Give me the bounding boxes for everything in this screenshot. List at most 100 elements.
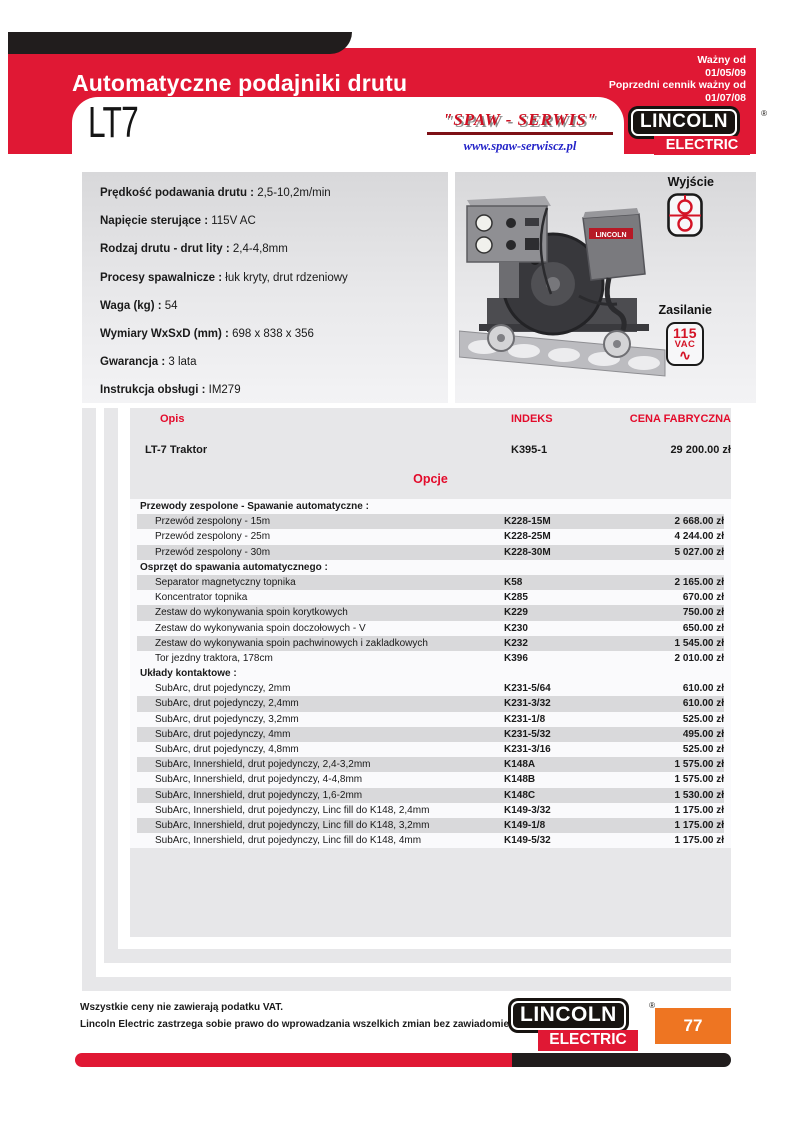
row-price: 610.00 zł: [682, 698, 724, 710]
prev-price-list-label: Poprzedni cennik ważny od: [608, 79, 746, 91]
row-desc: SubArc, drut pojedynczy, 2mm: [155, 683, 291, 695]
row-index: K231-3/16: [504, 744, 551, 755]
row-price: 2 165.00 zł: [674, 576, 724, 588]
row-index: K231-5/64: [504, 683, 551, 695]
spec-value: 698 x 838 x 356: [232, 327, 314, 340]
power-unit: VAC: [674, 339, 696, 350]
brand-name: LINCOLN: [511, 1001, 626, 1030]
table-row: SubArc, drut pojedynczy, 2,4mm K231-3/32 6…: [137, 696, 724, 712]
spec-row: Procesy spawalnicze : łuk kryty, drut rd…: [100, 272, 448, 284]
table-row: SubArc, Innershield, drut pojedynczy, Li…: [137, 833, 724, 848]
page-title: Automatyczne podajniki drutu: [72, 70, 408, 96]
row-desc: SubArc, drut pojedynczy, 4,8mm: [155, 744, 299, 755]
row-price: 1 175.00 zł: [674, 835, 724, 847]
prev-price-list-date: 01/07/08: [705, 91, 746, 104]
row-desc: SubArc, Innershield, drut pojedynczy, Li…: [155, 835, 422, 847]
spec-value: 2,5-10,2m/min: [257, 187, 331, 199]
spec-value: 115V AC: [211, 215, 256, 228]
row-price: 4 244.00 zł: [674, 531, 724, 543]
table-row: SubArc, Innershield, drut pojedynczy, 2,…: [137, 757, 724, 773]
spec-value: IM279: [208, 384, 241, 397]
row-price: 1 575.00 zł: [674, 759, 724, 771]
spec-value: łuk kryty, drut rdzeniowy: [225, 271, 348, 284]
table-header-row: Opis INDEKS CENA FABRYCZNA: [130, 413, 731, 425]
row-index: K228-25M: [504, 531, 551, 543]
dealer-logo: "SPAW - SERWIS" www.spaw-serwiscz.pl: [425, 110, 615, 154]
main-product-row: LT-7 Traktor K395-1 29 200.00 zł: [130, 444, 731, 456]
spec-label: Procesy spawalnicze :: [100, 271, 226, 284]
row-price: 2 010.00 zł: [674, 652, 724, 664]
table-section-title: Osprzęt do spawania automatycznego :: [140, 561, 328, 573]
row-price: 610.00 zł: [682, 683, 724, 695]
row-index: K149-5/32: [504, 835, 551, 847]
dealer-name: "SPAW - SERWIS": [442, 110, 598, 129]
footer-notes: Wszystkie ceny nie zawierają podatku VAT…: [80, 999, 526, 1033]
table-section-title: Przewody zespolone - Spawanie automatycz…: [140, 501, 369, 512]
table-row: Zestaw do wykonywania spoin doczołowych …: [137, 621, 724, 636]
table-row: SubArc, Innershield, drut pojedynczy, 1,…: [137, 787, 724, 803]
spec-label: Napięcie sterujące :: [100, 215, 212, 228]
row-price: 1 175.00 zł: [674, 819, 724, 831]
row-index: K232: [504, 637, 528, 649]
header-banner: Automatyczne podajniki drutu Ważny od 01…: [8, 48, 756, 154]
row-price: 1 545.00 zł: [674, 637, 724, 649]
row-price: 750.00 zł: [682, 607, 724, 619]
column-header-index: INDEKS: [511, 413, 553, 425]
hopper-brand-plate: LINCOLN: [595, 232, 626, 239]
power-rating-icon: 115 VAC ∿: [666, 322, 704, 366]
row-index: K58: [504, 576, 523, 588]
row-price: 670.00 zł: [682, 592, 724, 604]
row-desc: SubArc, drut pojedynczy, 4mm: [155, 728, 291, 740]
row-price: 1 575.00 zł: [674, 774, 724, 786]
price-table: Opis INDEKS CENA FABRYCZNA LT-7 Traktor …: [130, 408, 731, 937]
row-desc: SubArc, Innershield, drut pojedynczy, 4-…: [155, 774, 363, 786]
row-index: K148B: [504, 774, 536, 786]
row-desc: SubArc, Innershield, drut pojedynczy, 1,…: [155, 789, 363, 801]
row-index: K148A: [504, 759, 536, 771]
table-row: Tor jezdny traktora, 178cm K396 2 010.00 z…: [137, 651, 724, 666]
row-index: K229: [504, 607, 528, 619]
brand-logo-top: LINCOLN: [508, 998, 629, 1033]
page-stack-frame-inner: [104, 408, 731, 963]
table-section-title: Układy kontaktowe :: [140, 668, 237, 680]
table-row: SubArc, Innershield, drut pojedynczy, Li…: [137, 803, 724, 818]
brand-logo-header: LINCOLN ® ELECTRIC: [628, 106, 767, 155]
table-row: SubArc, drut pojedynczy, 4,8mm K231-3/16 5…: [137, 742, 724, 757]
spec-row: Waga (kg) : 54: [100, 300, 448, 312]
options-heading: Opcje: [413, 472, 448, 486]
bottom-bar-black: [505, 1053, 731, 1067]
spec-value: 2,4-4,8mm: [232, 243, 288, 256]
table-row: Zestaw do wykonywania spoin korytkowych K…: [137, 605, 724, 621]
spec-row: Napięcie sterujące : 115V AC: [100, 215, 448, 227]
table-row: Koncentrator topnika K285 670.00 zł: [137, 590, 724, 605]
row-index: K396: [504, 652, 528, 664]
output-label: Wyjście: [667, 175, 714, 189]
table-row: Przewód zespolony - 25m K228-25M 4 244.00 …: [137, 529, 724, 544]
spec-row: Rodzaj drutu - drut lity : 2,4-4,8mm: [100, 243, 448, 255]
row-desc: SubArc, Innershield, drut pojedynczy, Li…: [155, 804, 430, 816]
row-price: 525.00 zł: [682, 713, 724, 725]
row-index: K149-1/8: [504, 819, 546, 831]
option-rows: Przewody zespolone - Spawanie automatycz…: [130, 499, 731, 849]
row-desc: SubArc, Innershield, drut pojedynczy, Li…: [155, 819, 430, 831]
product-model: LT7: [88, 98, 139, 147]
table-row: SubArc, drut pojedynczy, 3,2mm K231-1/8 52…: [137, 712, 724, 727]
page-stack-frame-outer: [82, 408, 731, 991]
valid-from-date: 01/05/09: [705, 66, 746, 79]
row-price: 525.00 zł: [682, 744, 724, 755]
spec-label: Prędkość podawania drutu :: [100, 187, 258, 199]
row-desc: Separator magnetyczny topnika: [155, 576, 296, 588]
brand-logo-top: LINCOLN: [628, 106, 740, 139]
dealer-website-link[interactable]: www.spaw-serwiscz.pl: [463, 139, 577, 153]
row-index: K231-1/8: [504, 713, 546, 725]
header-cutout: LT7: [72, 97, 624, 154]
row-desc: Koncentrator topnika: [155, 592, 248, 604]
brand-sub: ELECTRIC: [654, 136, 750, 155]
column-header-desc: Opis: [160, 413, 185, 425]
row-index: K231-5/32: [504, 728, 551, 740]
registered-mark: ®: [649, 1001, 655, 1010]
dealer-logo-underline: [427, 132, 613, 135]
main-product-price: 29 200.00 zł: [670, 444, 731, 456]
table-row: Przewód zespolony - 30m K228-30M 5 027.00 …: [137, 544, 724, 560]
